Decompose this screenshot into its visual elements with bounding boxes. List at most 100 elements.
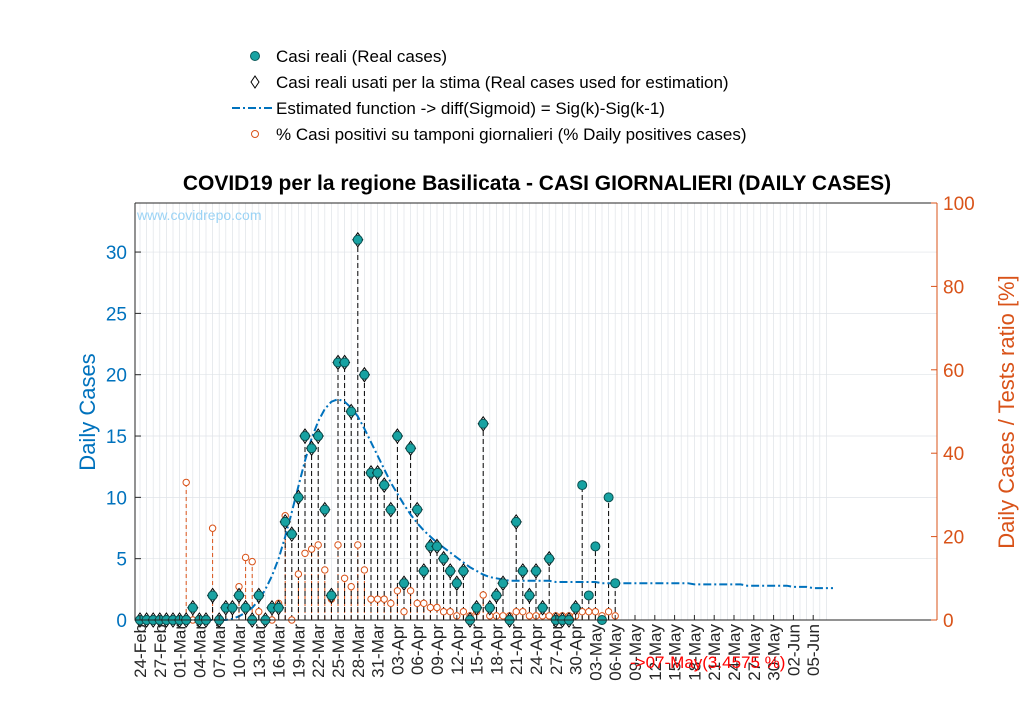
y-ticks-left: 0 5 10 15 20 25 30 bbox=[106, 243, 141, 632]
case-point bbox=[405, 443, 416, 454]
case-point bbox=[432, 541, 442, 552]
y-tick-label-right: 0 bbox=[943, 611, 954, 632]
ratio-point bbox=[255, 607, 263, 616]
x-tick-label: 09-Apr bbox=[428, 624, 447, 675]
ratio-point bbox=[360, 566, 369, 574]
ratio-point bbox=[604, 607, 613, 616]
legend-marker-estimation-cases bbox=[250, 75, 260, 89]
x-tick-label: 31-Mar bbox=[369, 624, 388, 678]
case-point bbox=[253, 590, 264, 601]
ratio-point bbox=[585, 607, 593, 616]
ratio-point bbox=[182, 478, 190, 487]
ratio-point bbox=[426, 603, 435, 612]
case-point bbox=[544, 553, 555, 564]
ratio-point bbox=[380, 595, 388, 603]
x-tick-label: 10-Mar bbox=[230, 624, 249, 678]
ratio-point bbox=[241, 553, 250, 562]
case-point bbox=[392, 431, 403, 442]
legend-marker-real-cases bbox=[250, 51, 260, 61]
case-point bbox=[438, 553, 449, 564]
annotation-last-ratio: ->07-May(3.4575 %) bbox=[630, 653, 785, 672]
y-tick-label-left: 0 bbox=[116, 611, 127, 632]
case-point bbox=[227, 602, 238, 613]
x-tick-label: 01-Mar bbox=[171, 624, 190, 678]
chart-title: COVID19 per la regione Basilicata - CASI… bbox=[183, 172, 891, 195]
ratio-point bbox=[393, 587, 402, 595]
case-point bbox=[511, 516, 522, 527]
case-point bbox=[491, 590, 502, 601]
x-tick-label: 25-Mar bbox=[329, 624, 348, 678]
x-tick-label: 13-Mar bbox=[250, 624, 269, 678]
case-point bbox=[207, 590, 218, 601]
ratio-point bbox=[591, 607, 600, 616]
legend: Casi reali (Real cases) Casi reali usati… bbox=[232, 47, 747, 144]
case-point bbox=[319, 504, 330, 515]
x-tick-label: 07-Mar bbox=[210, 624, 229, 678]
case-point bbox=[498, 578, 508, 589]
case-point bbox=[471, 602, 482, 613]
case-point bbox=[385, 504, 396, 515]
case-point bbox=[300, 431, 310, 442]
x-ticks: 24-Feb 27-Feb 01-Mar 04-Mar 07-Mar 10-Mar 13-M… bbox=[131, 615, 823, 681]
x-tick-label: 03-May bbox=[586, 624, 605, 681]
x-tick-label: 21-Apr bbox=[507, 624, 526, 675]
case-point bbox=[478, 418, 489, 429]
case-point bbox=[359, 369, 370, 380]
case-point bbox=[352, 234, 363, 245]
case-point bbox=[570, 602, 581, 613]
ratio-point bbox=[387, 599, 395, 608]
y-ticks-right: 0 20 40 60 80 100 bbox=[931, 194, 975, 632]
case-point bbox=[187, 602, 198, 613]
ratio-point bbox=[314, 541, 322, 549]
case-point bbox=[379, 480, 390, 491]
case-point bbox=[445, 565, 456, 576]
case-point bbox=[583, 590, 594, 601]
ratio-point bbox=[420, 599, 428, 608]
case-point bbox=[326, 590, 337, 601]
x-tick-label: 05-Jun bbox=[804, 624, 823, 676]
ratio-point bbox=[400, 607, 408, 616]
case-point bbox=[418, 565, 429, 576]
ratio-point bbox=[367, 595, 375, 603]
case-point bbox=[517, 565, 528, 576]
x-tick-label: 28-Mar bbox=[349, 624, 368, 678]
x-tick-label: 06-Apr bbox=[408, 624, 427, 675]
ratio-point bbox=[459, 607, 468, 616]
ratio-point bbox=[301, 549, 309, 557]
case-point bbox=[273, 602, 284, 613]
x-tick-label: 30-May bbox=[765, 624, 784, 681]
case-point bbox=[531, 565, 541, 576]
case-point bbox=[399, 578, 409, 589]
x-tick-label: 04-Mar bbox=[190, 624, 209, 678]
x-tick-label: 02-Jun bbox=[784, 624, 803, 676]
case-point bbox=[603, 492, 614, 503]
y-tick-label-right: 100 bbox=[943, 194, 975, 215]
legend-label-estimated-function: Estimated function -> diff(Sigmoid) = Si… bbox=[276, 99, 665, 118]
y-axis-label-left: Daily Cases bbox=[75, 353, 100, 470]
legend-label-real-cases: Casi reali (Real cases) bbox=[276, 47, 447, 66]
case-point bbox=[339, 357, 350, 368]
x-tick-label: 12-Apr bbox=[448, 624, 467, 675]
case-point bbox=[610, 578, 621, 589]
x-tick-label: 18-Apr bbox=[487, 624, 506, 675]
x-tick-label: 27-Apr bbox=[547, 624, 566, 675]
y-tick-label-left: 30 bbox=[106, 243, 127, 264]
ratio-point bbox=[354, 541, 362, 549]
case-point bbox=[234, 590, 244, 601]
x-tick-label: 15-Apr bbox=[468, 624, 487, 675]
watermark: www.covidrepo.com bbox=[136, 207, 262, 223]
x-tick-label: 30-Apr bbox=[567, 624, 586, 675]
ratio-point bbox=[525, 612, 534, 620]
ratio-point bbox=[340, 574, 349, 582]
case-point bbox=[346, 406, 357, 417]
x-tick-label: 24-May bbox=[725, 624, 744, 681]
case-point bbox=[537, 602, 548, 613]
legend-marker-positive-ratio bbox=[251, 130, 259, 138]
ratio-point bbox=[307, 545, 316, 553]
x-tick-label: 27-May bbox=[745, 624, 764, 681]
x-tick-label: 22-Mar bbox=[309, 624, 328, 678]
x-tick-label: 24-Feb bbox=[131, 624, 150, 678]
ratio-point bbox=[334, 541, 342, 549]
ratio-point bbox=[413, 599, 421, 608]
